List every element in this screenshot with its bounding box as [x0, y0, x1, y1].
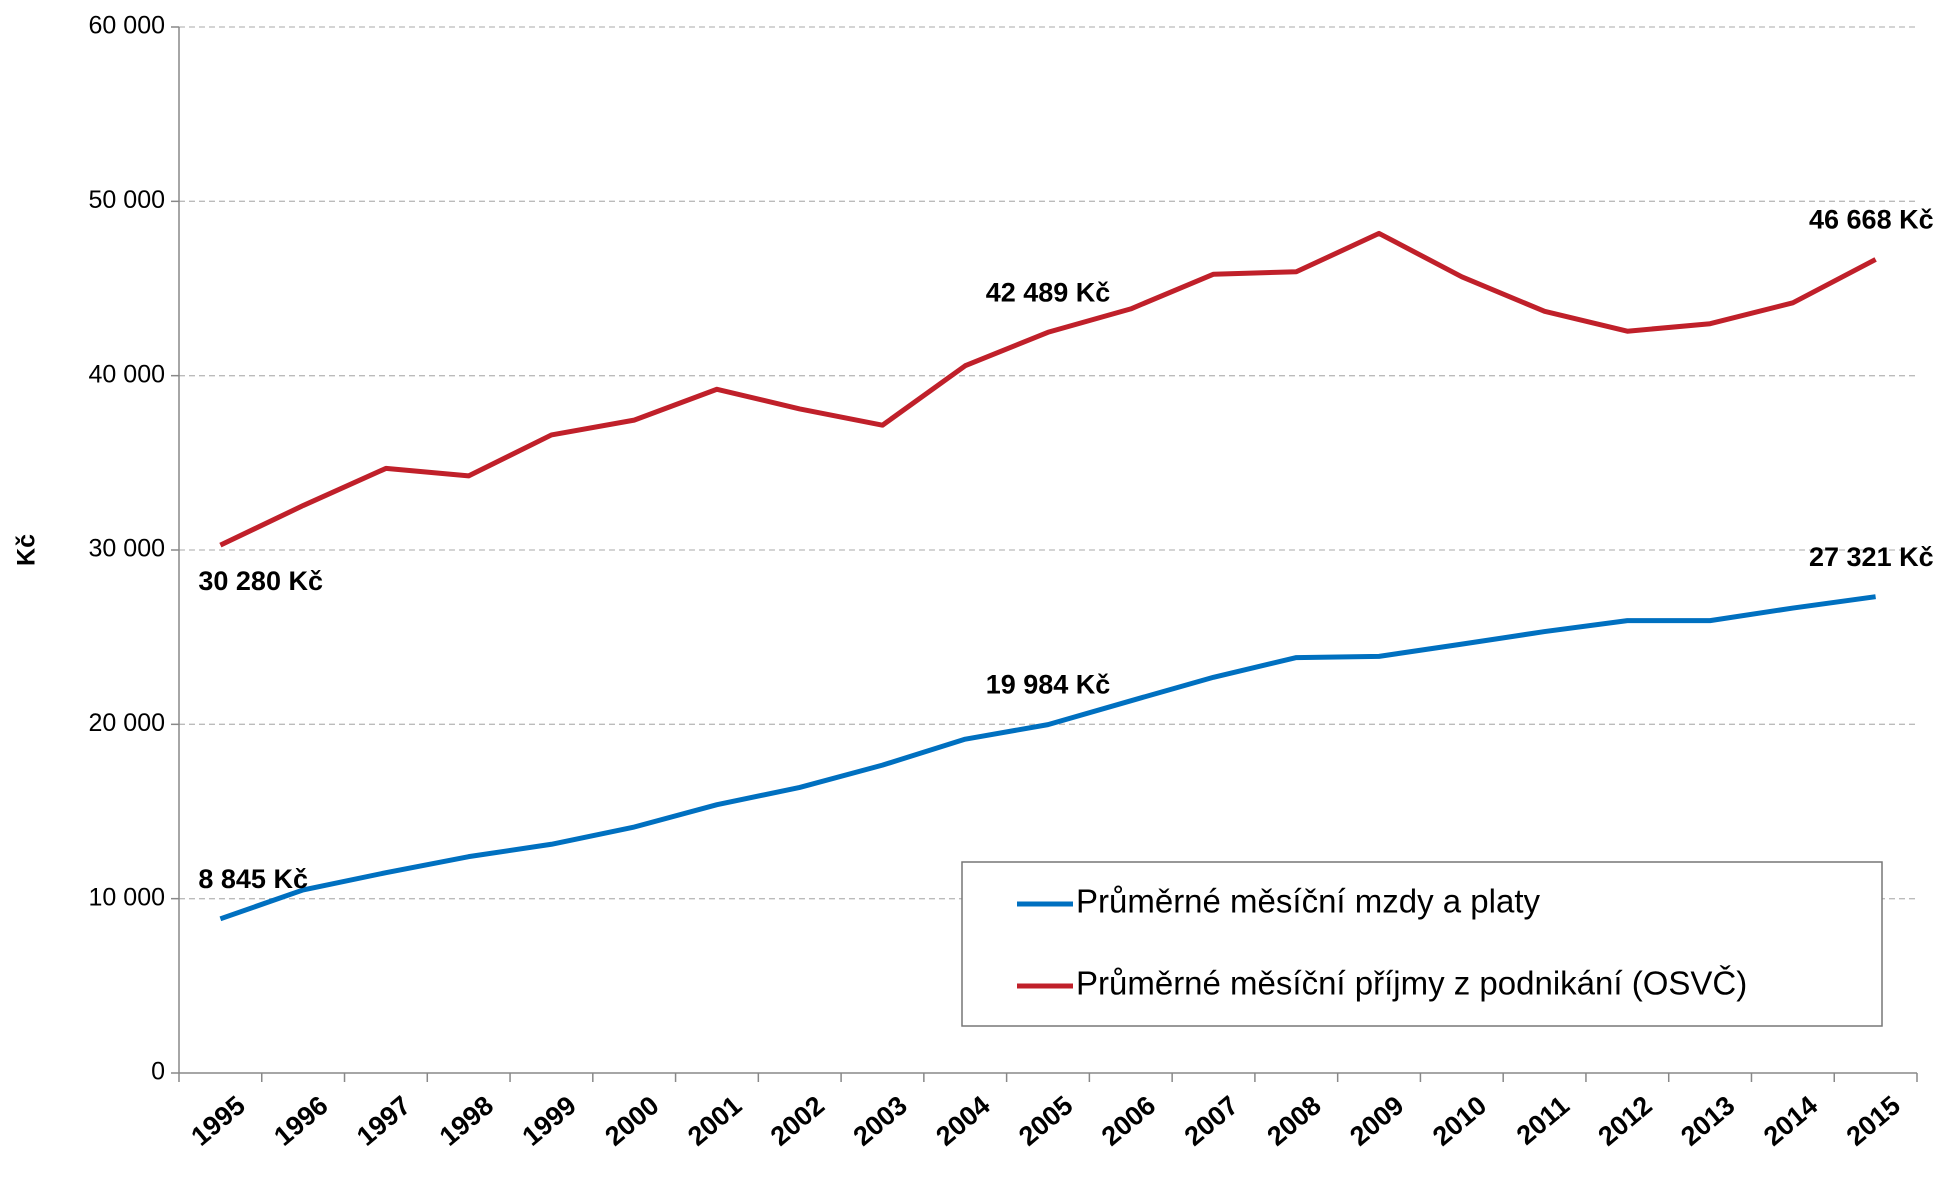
x-tick-label: 2005	[1013, 1090, 1078, 1152]
x-tick-label: 2002	[765, 1090, 830, 1152]
x-tick-label: 2001	[682, 1090, 747, 1152]
x-tick-label: 1995	[186, 1090, 251, 1152]
x-tick-label: 2003	[848, 1090, 913, 1152]
x-tick-label: 2006	[1096, 1090, 1161, 1152]
y-tick-label: 10 000	[89, 883, 165, 911]
y-tick-label: 50 000	[89, 186, 165, 214]
y-tick-label: 60 000	[89, 12, 165, 40]
legend-box	[961, 861, 1883, 1027]
x-tick-label: 2011	[1511, 1090, 1575, 1151]
data-label: 30 280 Kč	[198, 566, 323, 596]
y-axis-label: Kč	[13, 534, 41, 566]
x-tick-label: 2004	[930, 1090, 995, 1152]
data-label: 46 668 Kč	[1809, 205, 1934, 235]
x-tick-label: 2010	[1427, 1090, 1492, 1152]
x-tick-label: 2015	[1841, 1090, 1906, 1152]
x-tick-label: 2007	[1179, 1090, 1244, 1152]
data-label: 8 845 Kč	[198, 864, 308, 894]
data-label: 42 489 Kč	[986, 277, 1111, 307]
x-tick-label: 2009	[1344, 1090, 1409, 1152]
line-series	[219, 594, 1876, 922]
legend-label: Průměrné měsíční příjmy z podnikání (OSV…	[1076, 965, 1747, 1002]
line-series	[219, 230, 1877, 548]
y-tick-label: 40 000	[89, 360, 165, 388]
x-tick-label: 1996	[268, 1090, 333, 1152]
x-tick-label: 2008	[1261, 1090, 1326, 1152]
y-tick-label: 0	[151, 1058, 165, 1086]
x-tick-label: 1997	[351, 1090, 416, 1152]
x-tick-label: 2013	[1675, 1090, 1740, 1152]
x-tick-label: 1998	[434, 1090, 499, 1152]
x-tick-label: 2014	[1758, 1090, 1823, 1152]
x-tick-label: 1999	[517, 1090, 582, 1152]
x-tick-label: 2012	[1592, 1090, 1657, 1152]
data-label: 27 321 Kč	[1809, 542, 1934, 572]
x-tick-label: 2000	[599, 1090, 664, 1152]
legend-label: Průměrné měsíční mzdy a platy	[1076, 883, 1540, 920]
y-tick-label: 20 000	[89, 709, 165, 737]
data-label: 19 984 Kč	[986, 670, 1111, 700]
y-tick-label: 30 000	[89, 535, 165, 563]
